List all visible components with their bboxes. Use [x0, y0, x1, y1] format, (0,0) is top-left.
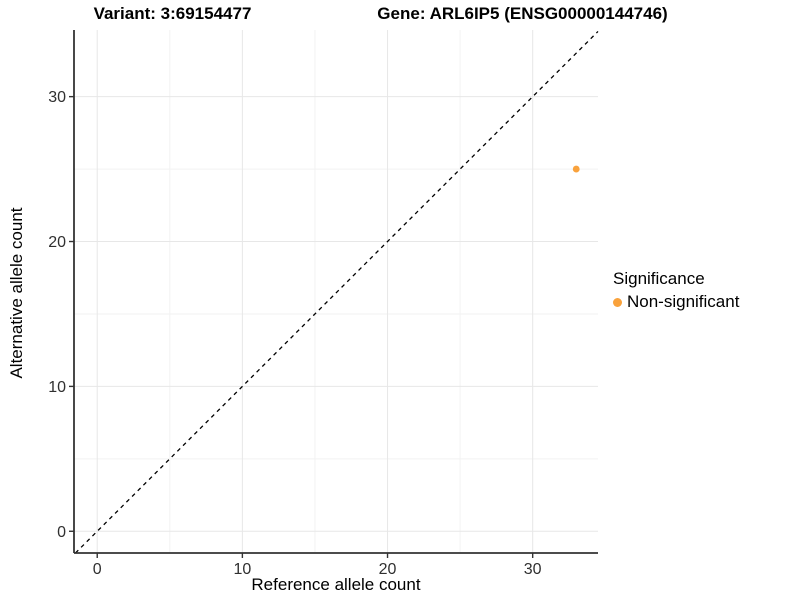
identity-reference-line — [74, 30, 599, 554]
x-tick-label: 30 — [524, 561, 542, 578]
x-axis-title: Reference allele count — [251, 575, 421, 594]
legend-item-non-significant: Non-significant — [613, 292, 739, 312]
y-tick-label: 0 — [57, 524, 66, 541]
legend: Significance Non-significant — [613, 269, 739, 312]
x-tick-label: 0 — [93, 561, 102, 578]
x-tick-label: 20 — [379, 561, 397, 578]
plot-title-gene: Gene: ARL6IP5 (ENSG00000144746) — [377, 4, 668, 23]
y-tick-label: 10 — [48, 379, 66, 396]
legend-circle-marker-icon — [613, 297, 622, 307]
y-tick-label: 30 — [48, 89, 66, 106]
y-axis-title: Alternative allele count — [7, 207, 26, 379]
plot-title-variant: Variant: 3:69154477 — [93, 4, 252, 23]
data-point — [572, 165, 580, 173]
legend-item-label: Non-significant — [627, 292, 740, 311]
y-tick-label: 20 — [48, 234, 66, 251]
x-tick-label: 10 — [233, 561, 251, 578]
legend-title: Significance — [613, 269, 705, 288]
